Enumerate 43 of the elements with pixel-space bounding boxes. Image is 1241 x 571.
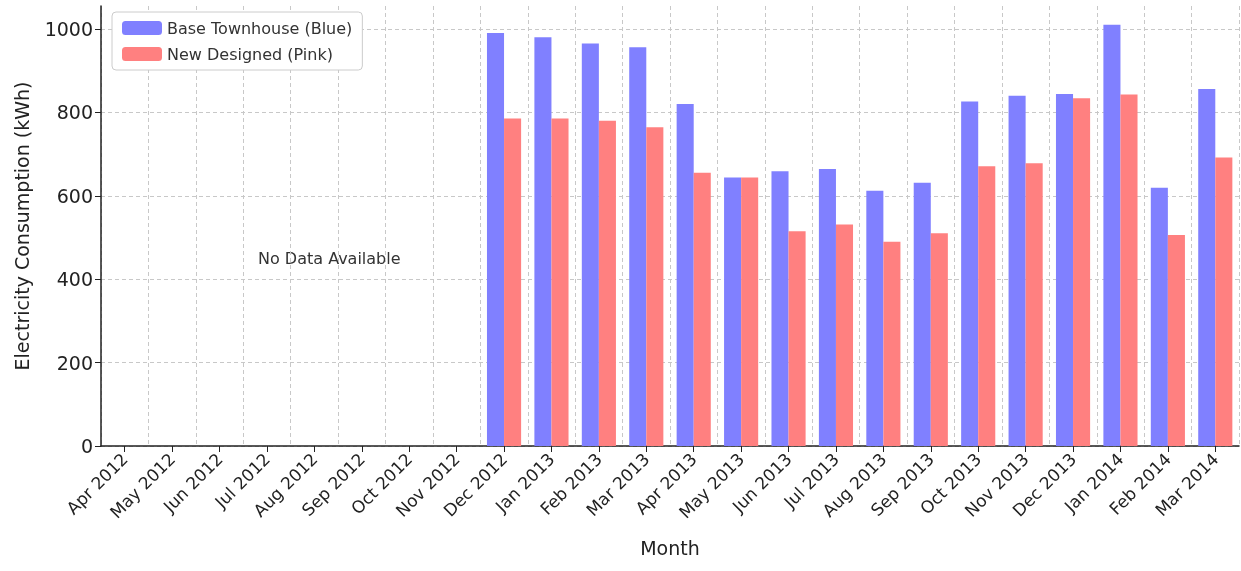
bar (1025, 163, 1043, 446)
bar (818, 169, 836, 446)
bar (1198, 89, 1216, 446)
bar (866, 190, 884, 446)
bar (676, 104, 694, 446)
bar (835, 224, 854, 446)
bar (646, 127, 664, 446)
bar (581, 43, 599, 446)
bar (693, 172, 711, 446)
y-tick-label: 200 (56, 351, 93, 374)
y-tick-label: 1000 (44, 17, 93, 40)
bar (978, 166, 996, 446)
legend-label: Base Townhouse (Blue) (167, 18, 353, 38)
y-tick-label: 0 (80, 435, 93, 457)
bar (1167, 234, 1185, 446)
bar (1120, 94, 1138, 446)
bar (961, 101, 979, 446)
bar (551, 118, 569, 446)
bar (1073, 98, 1091, 446)
bar (598, 120, 616, 446)
y-tick-label: 800 (56, 101, 93, 124)
bar (788, 231, 806, 446)
legend-label: New Designed (Pink) (167, 44, 333, 64)
bar (771, 171, 789, 446)
bar (534, 37, 552, 446)
bar (1215, 157, 1233, 446)
bar (1008, 95, 1026, 446)
bar (913, 182, 931, 446)
y-axis-title: Electricity Consumption (kWh) (10, 81, 33, 371)
bar (1150, 187, 1168, 446)
bar (883, 241, 901, 446)
y-tick-label: 600 (56, 184, 93, 207)
bar (486, 33, 505, 446)
bar (724, 177, 742, 446)
bar (629, 47, 647, 446)
annotation: No Data Available (258, 248, 401, 268)
y-tick-label: 400 (56, 268, 93, 291)
x-axis-title: Month (640, 536, 700, 559)
bar (1103, 24, 1121, 446)
bar (741, 177, 759, 446)
bar (1055, 94, 1074, 446)
bar (930, 233, 948, 446)
bar (504, 118, 522, 446)
